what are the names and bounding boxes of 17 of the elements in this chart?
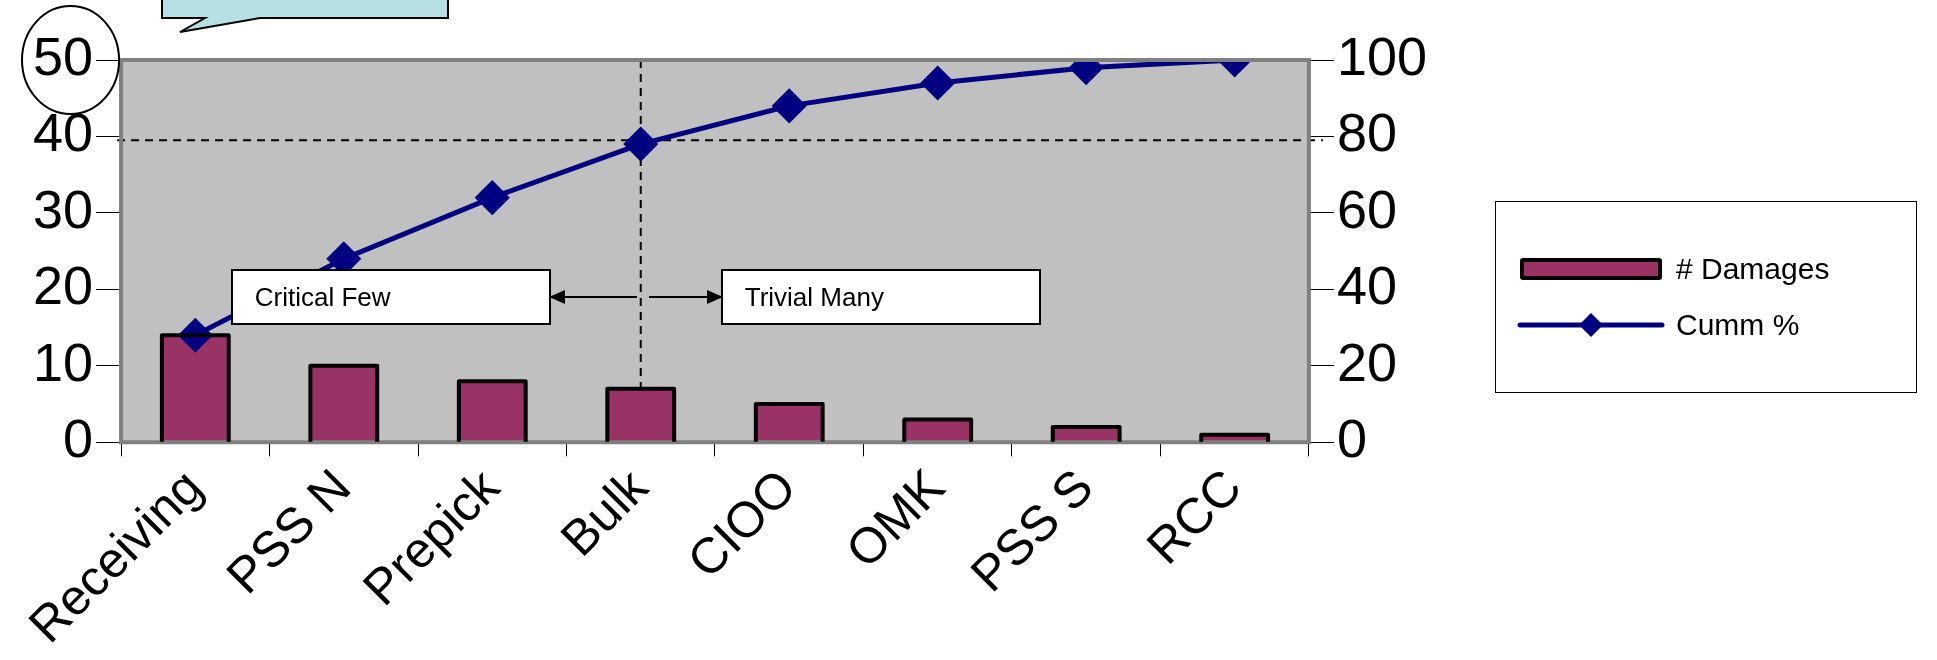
y2-tick-label: 20 bbox=[1336, 331, 1397, 392]
legend-label: # Damages bbox=[1676, 252, 1830, 286]
y-tick-label: 40 bbox=[32, 102, 94, 163]
y-tick-label: 20 bbox=[32, 255, 94, 316]
annotation: Trivial Many bbox=[744, 282, 884, 313]
y2-tick-label: 100 bbox=[1336, 25, 1428, 86]
y2-tick-label: 60 bbox=[1336, 178, 1397, 239]
legend-label: Cumm % bbox=[1676, 308, 1800, 342]
y-tick-label: 50 bbox=[32, 25, 94, 86]
y-tick-label: 30 bbox=[32, 178, 94, 239]
annotation: Critical Few bbox=[254, 282, 391, 313]
y2-tick-label: 0 bbox=[1336, 408, 1367, 469]
y-tick-label: 0 bbox=[63, 408, 94, 469]
y2-tick-label: 40 bbox=[1336, 255, 1397, 316]
y-tick-label: 10 bbox=[32, 331, 94, 392]
y2-tick-label: 80 bbox=[1336, 102, 1397, 163]
x-tick-label: Bulk bbox=[549, 457, 659, 567]
